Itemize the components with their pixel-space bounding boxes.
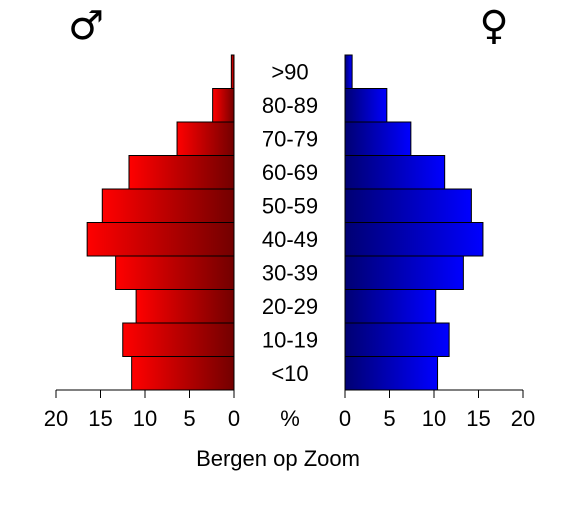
- bar-female: [344, 322, 450, 357]
- bar-female: [344, 255, 464, 290]
- bar-male: [212, 88, 235, 123]
- bar-male: [135, 289, 235, 324]
- x-tick-label: 5: [183, 406, 195, 431]
- bar-female: [344, 155, 446, 190]
- x-tick-label: 0: [339, 406, 351, 431]
- bar-female: [344, 121, 412, 156]
- x-tick-label: 5: [383, 406, 395, 431]
- x-tick-label: 10: [133, 406, 157, 431]
- bar-female: [344, 222, 484, 257]
- category-label: 30-39: [262, 261, 318, 286]
- x-tick-label: 15: [466, 406, 490, 431]
- bar-female: [344, 88, 388, 123]
- x-tick-label: 10: [422, 406, 446, 431]
- category-label: <10: [271, 361, 308, 386]
- bar-male: [115, 255, 235, 290]
- bar-male: [128, 155, 235, 190]
- legend-male: ♂: [68, 3, 104, 49]
- bar-female: [344, 289, 437, 324]
- category-label: 20-29: [262, 294, 318, 319]
- bar-male: [86, 222, 235, 257]
- bar-male: [131, 356, 235, 391]
- category-label: >90: [271, 60, 308, 85]
- category-label: 50-59: [262, 194, 318, 219]
- unit-label: %: [280, 406, 300, 431]
- legend-female: ♀: [479, 3, 508, 49]
- x-tick-label: 20: [44, 406, 68, 431]
- x-tick-label: 15: [88, 406, 112, 431]
- bar-female: [344, 356, 439, 391]
- bar-female: [344, 54, 353, 89]
- bar-female: [344, 188, 472, 223]
- category-label: 60-69: [262, 160, 318, 185]
- category-label: 80-89: [262, 93, 318, 118]
- category-label: 70-79: [262, 127, 318, 152]
- category-label: 10-19: [262, 328, 318, 353]
- bar-male: [101, 188, 235, 223]
- bar-male: [176, 121, 235, 156]
- bar-male: [122, 322, 235, 357]
- chart-title: Bergen op Zoom: [196, 446, 360, 471]
- x-tick-label: 20: [511, 406, 535, 431]
- category-label: 40-49: [262, 227, 318, 252]
- bar-male: [230, 54, 235, 89]
- x-tick-label: 0: [228, 406, 240, 431]
